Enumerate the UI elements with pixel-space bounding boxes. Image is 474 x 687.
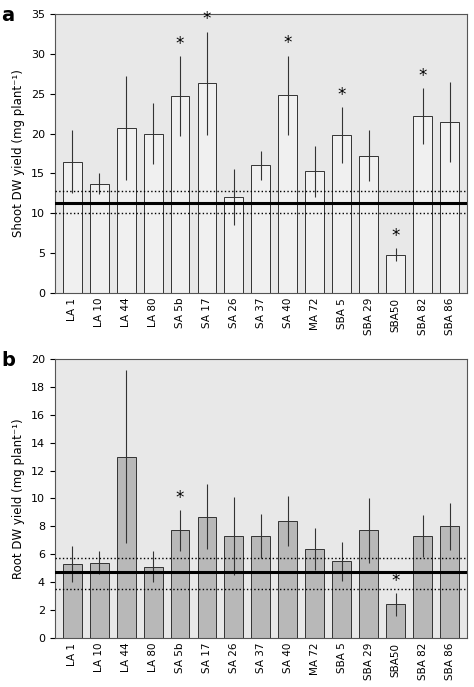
Bar <box>440 526 459 638</box>
Bar <box>386 605 405 638</box>
Text: a: a <box>1 5 14 25</box>
Bar <box>63 161 82 293</box>
Text: *: * <box>419 67 427 85</box>
Bar <box>359 156 378 293</box>
Bar <box>117 128 136 293</box>
Bar <box>90 563 109 638</box>
Bar <box>359 530 378 638</box>
Bar <box>440 122 459 293</box>
Y-axis label: Root DW yield (mg plant⁻¹): Root DW yield (mg plant⁻¹) <box>12 418 25 578</box>
Text: *: * <box>392 572 400 590</box>
Text: b: b <box>1 350 15 370</box>
Bar <box>171 530 190 638</box>
Bar <box>171 96 190 293</box>
Bar <box>332 135 351 293</box>
Bar <box>117 457 136 638</box>
Bar <box>225 197 243 293</box>
Bar <box>198 517 217 638</box>
Bar <box>305 549 324 638</box>
Bar <box>251 536 270 638</box>
Bar <box>305 171 324 293</box>
Bar <box>144 134 163 293</box>
Bar <box>90 184 109 293</box>
Bar <box>278 521 297 638</box>
Text: *: * <box>176 35 184 53</box>
Text: *: * <box>392 227 400 245</box>
Bar <box>251 166 270 293</box>
Text: *: * <box>176 488 184 507</box>
Text: *: * <box>283 34 292 52</box>
Y-axis label: Shoot DW yield (mg plant⁻¹): Shoot DW yield (mg plant⁻¹) <box>12 69 25 238</box>
Bar <box>413 116 432 293</box>
Bar <box>278 95 297 293</box>
Bar <box>332 561 351 638</box>
Bar <box>386 255 405 293</box>
Bar <box>63 564 82 638</box>
Bar <box>144 567 163 638</box>
Bar <box>413 536 432 638</box>
Text: *: * <box>203 10 211 28</box>
Bar <box>225 536 243 638</box>
Bar <box>198 83 217 293</box>
Text: *: * <box>337 86 346 104</box>
